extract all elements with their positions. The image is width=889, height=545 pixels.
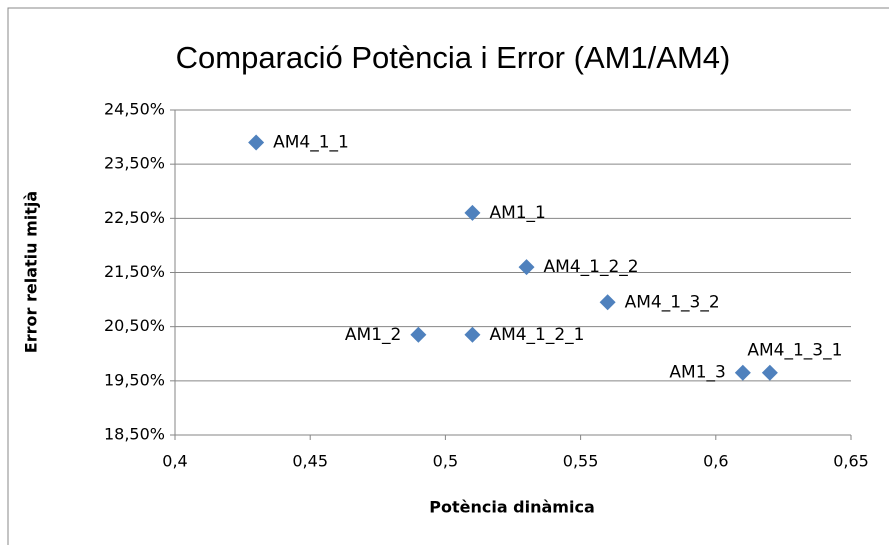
x-tick-label: 0,4 — [162, 452, 187, 471]
y-tick-label: 18,50% — [104, 425, 165, 444]
x-tick-label: 0,6 — [703, 452, 728, 471]
data-point — [464, 326, 481, 343]
point-label: AM1_1 — [489, 203, 545, 223]
data-point — [518, 259, 535, 276]
x-tick-label: 0,55 — [563, 452, 599, 471]
data-point — [599, 294, 616, 311]
x-tick-label: 0,5 — [433, 452, 458, 471]
x-tick-label: 0,65 — [833, 452, 869, 471]
point-label: AM4_1_3_1 — [747, 341, 842, 361]
y-tick-label: 23,50% — [104, 154, 165, 173]
y-tick-label: 19,50% — [104, 370, 165, 389]
y-tick-label: 22,50% — [104, 208, 165, 227]
x-tick-label: 0,45 — [292, 452, 328, 471]
point-label: AM4_1_1 — [273, 133, 349, 153]
chart-title: Comparació Potència i Error (AM1/AM4) — [176, 40, 731, 75]
point-label: AM4_1_3_2 — [625, 292, 720, 312]
y-tick-label: 24,50% — [104, 100, 165, 119]
data-point — [464, 204, 481, 221]
chart-frame — [7, 7, 889, 545]
y-tick-label: 21,50% — [104, 262, 165, 281]
data-point — [248, 134, 265, 151]
point-label: AM4_1_2_1 — [489, 325, 584, 345]
data-point — [734, 364, 751, 381]
y-tick-label: 20,50% — [104, 316, 165, 335]
data-point — [410, 326, 427, 343]
point-label: AM1_3 — [669, 363, 725, 383]
y-axis-label: Error relatiu mitjà — [22, 191, 41, 353]
point-label: AM1_2 — [345, 325, 401, 345]
data-point — [761, 364, 778, 381]
point-label: AM4_1_2_2 — [544, 257, 639, 277]
x-axis-label: Potència dinàmica — [429, 498, 595, 517]
